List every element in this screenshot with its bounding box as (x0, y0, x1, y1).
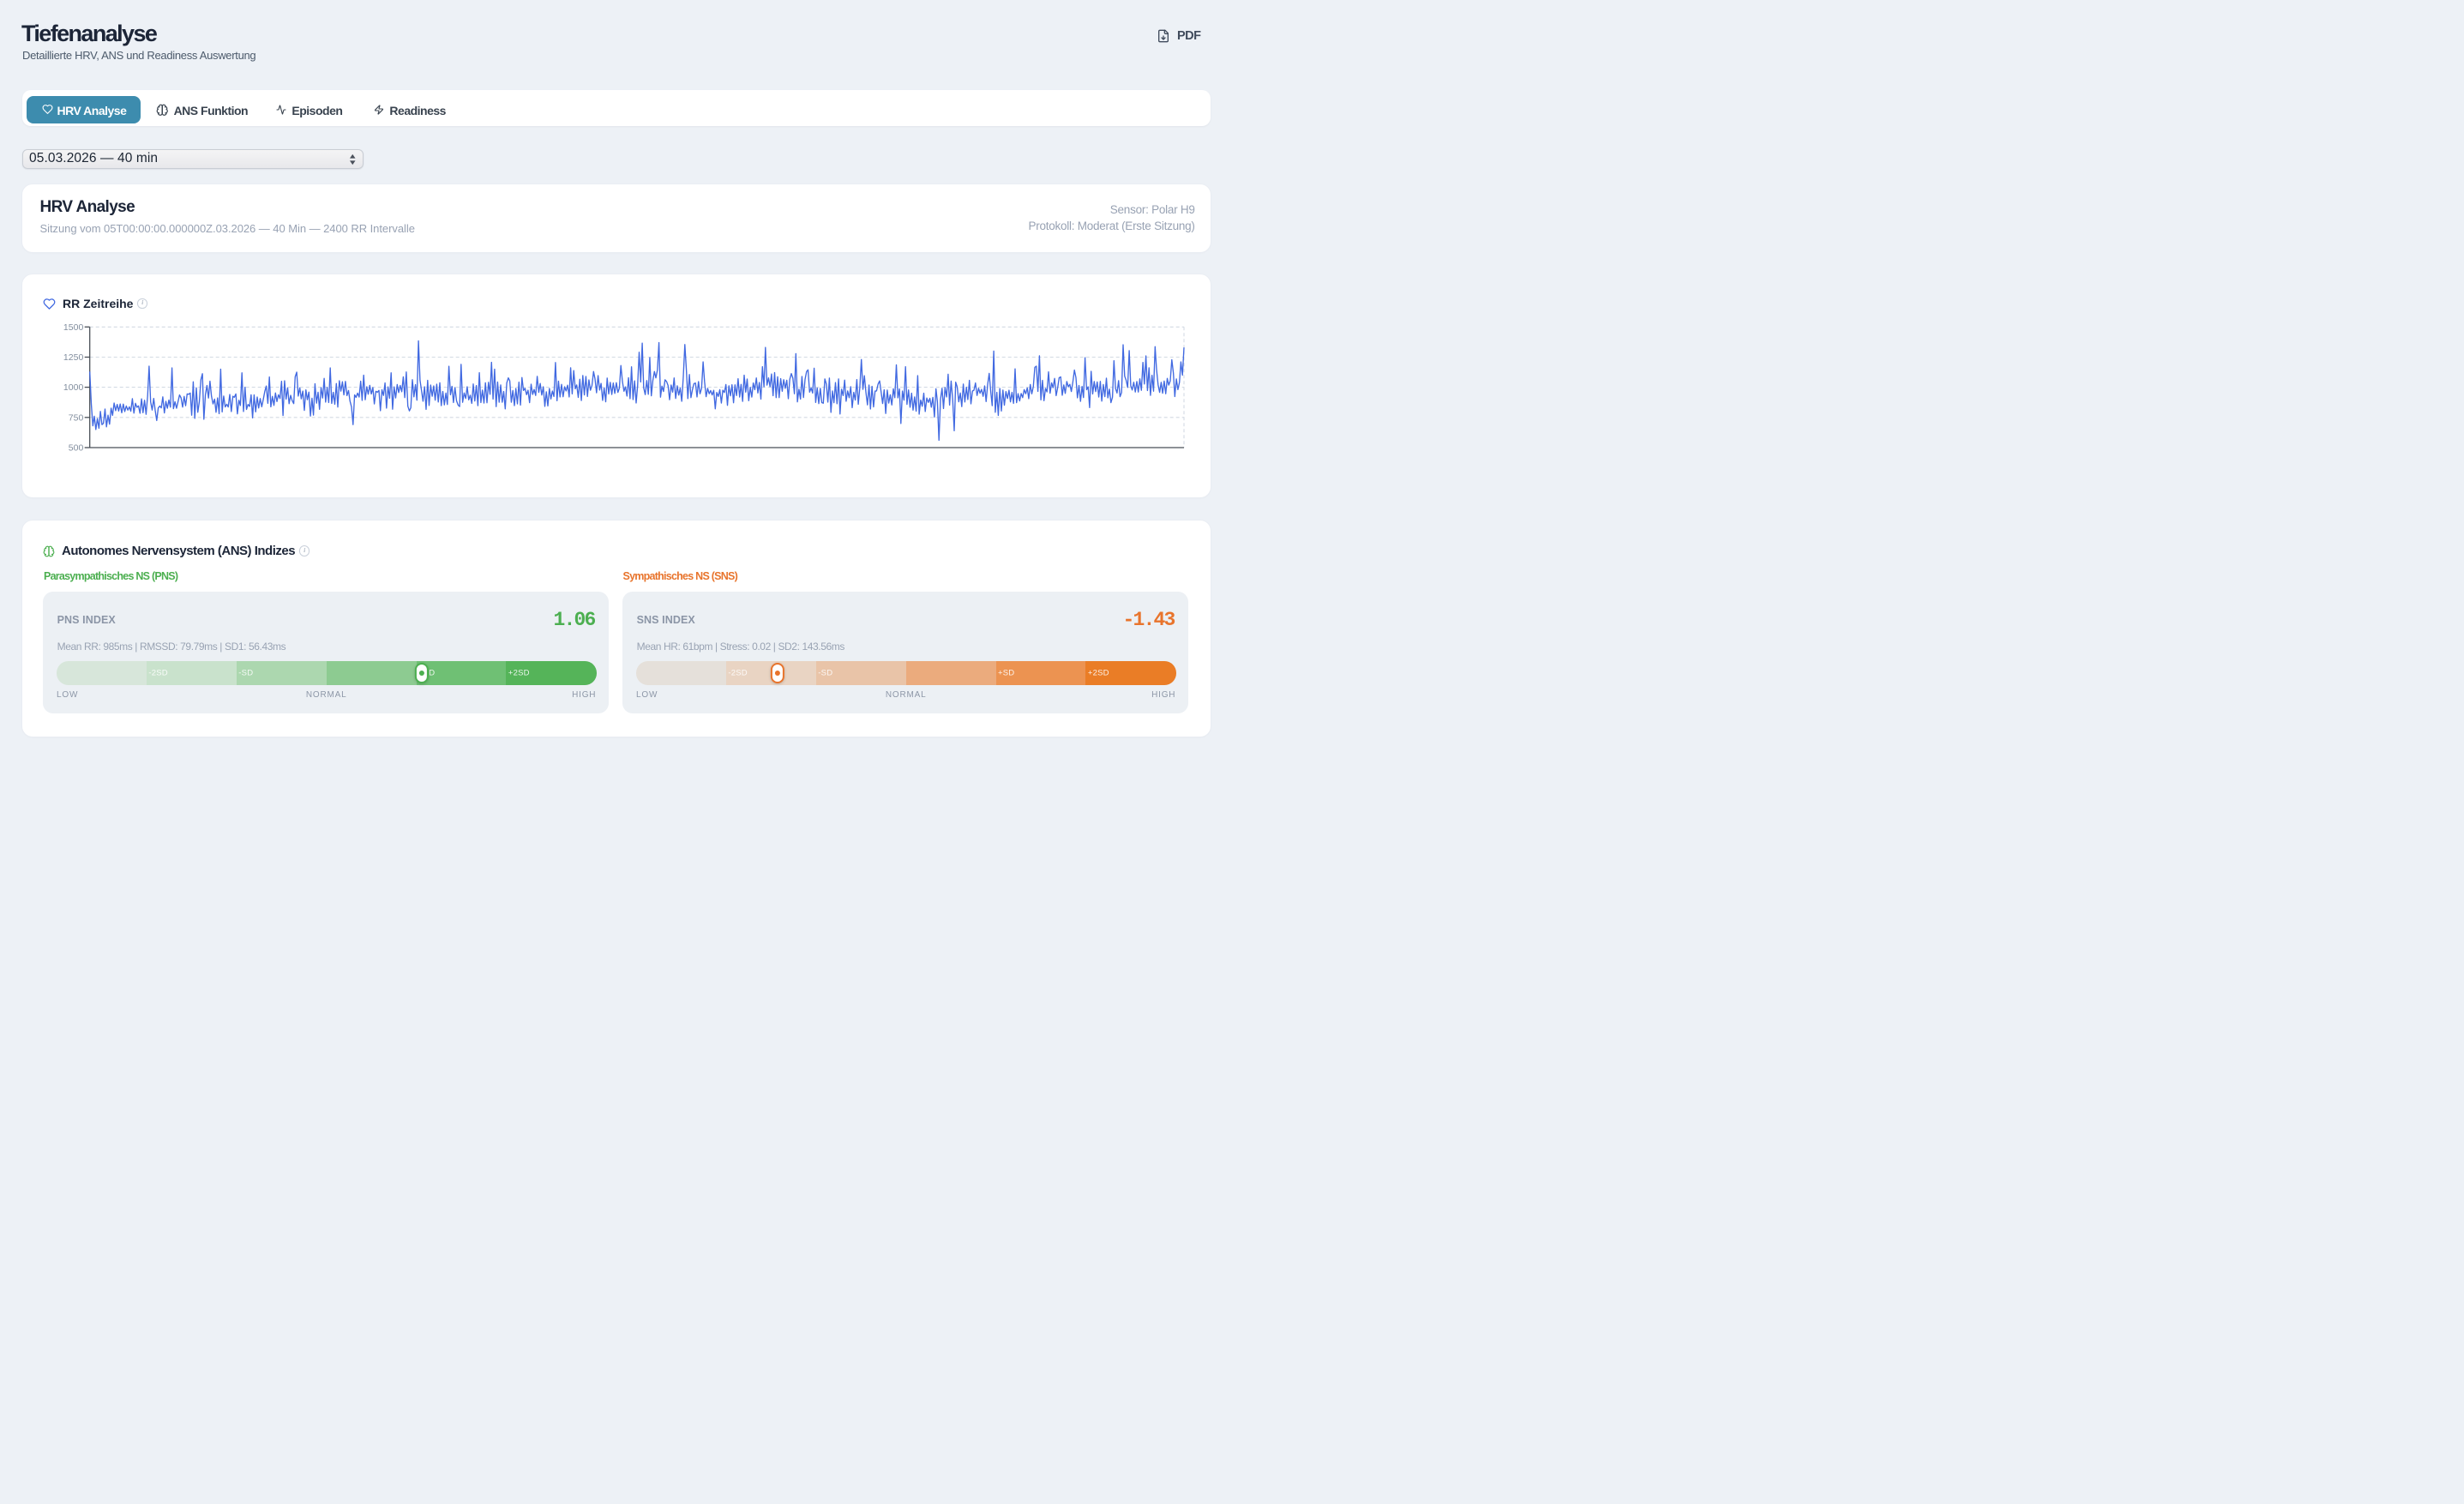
svg-text:1500: 1500 (63, 322, 84, 333)
svg-text:1000: 1000 (63, 382, 84, 393)
svg-text:500: 500 (69, 443, 84, 454)
svg-text:1250: 1250 (63, 352, 84, 363)
svg-text:750: 750 (69, 412, 84, 423)
